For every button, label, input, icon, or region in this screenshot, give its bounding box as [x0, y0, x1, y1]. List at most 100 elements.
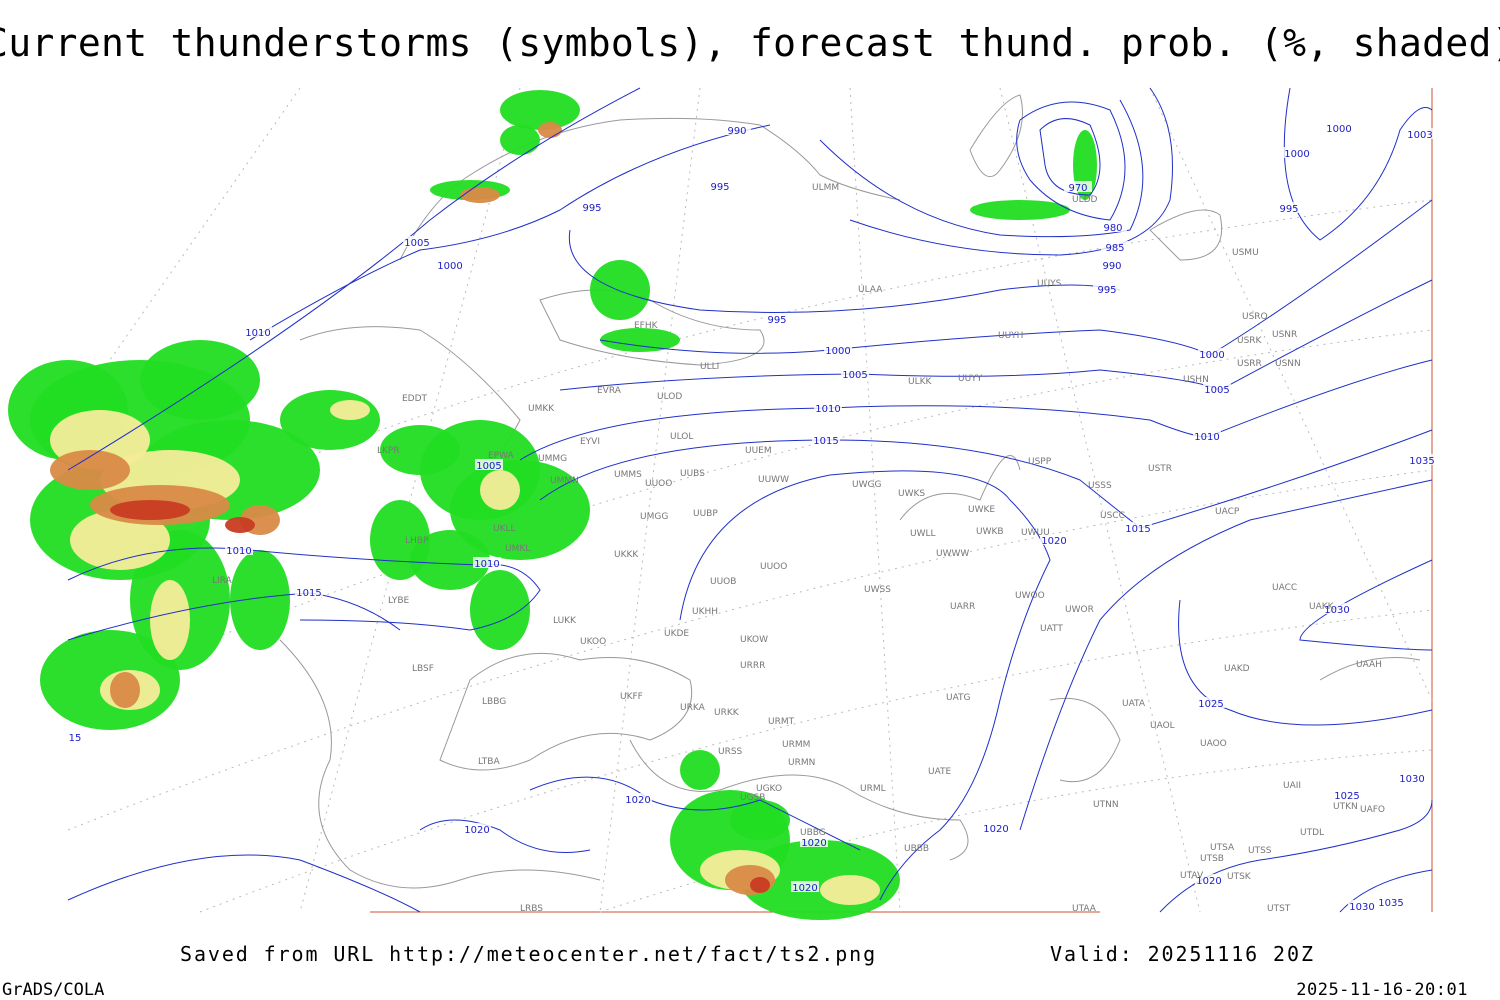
isobar-label: 1000	[1199, 350, 1224, 361]
isobar-label-bg	[1377, 896, 1405, 907]
station-label: UUWW	[758, 475, 789, 485]
station-label: LBBG	[482, 697, 506, 707]
station-label: UKLL	[493, 524, 516, 534]
station-label: UAKK	[1309, 602, 1335, 612]
station-label: UKDE	[664, 629, 689, 639]
station-label: URMM	[782, 740, 810, 750]
isobar-label-bg	[1124, 522, 1152, 533]
isobar-label: 995	[710, 182, 729, 193]
graticule-line	[849, 87, 901, 913]
station-label: LRBS	[520, 904, 543, 914]
isobar-label: 1015	[1125, 524, 1150, 535]
station-label: LHBP	[405, 536, 429, 546]
station-label: UAOL	[1150, 721, 1175, 731]
station-label: ULOL	[670, 432, 693, 442]
station-label: UWKB	[976, 527, 1004, 537]
isobar	[539, 429, 1433, 529]
isobar-label: 980	[1103, 223, 1122, 234]
title: Current thunderstorms (symbols), forecas…	[0, 21, 1500, 65]
coastline	[969, 94, 1023, 178]
station-label: USPP	[1028, 457, 1052, 467]
station-label: UATA	[1122, 699, 1146, 709]
shade-blob	[70, 510, 170, 570]
station-label: EFHK	[634, 321, 659, 331]
station-label: UTSS	[1248, 846, 1272, 856]
station-label: UWGG	[852, 480, 881, 490]
station-label: USNR	[1272, 330, 1297, 340]
isobar-label-bg	[578, 201, 606, 212]
station-label: UKHH	[692, 607, 718, 617]
station-label: EYVI	[580, 437, 600, 447]
shade-blob	[280, 390, 380, 450]
isobar-label-bg	[225, 544, 253, 555]
isobar-label-bg	[1325, 122, 1353, 133]
isobar-label: 1010	[1194, 432, 1219, 443]
isobar	[1283, 87, 1433, 241]
shade-blob	[330, 400, 370, 420]
station-label: UMKK	[528, 404, 555, 414]
isobar-label: 1030	[1324, 605, 1349, 616]
isobar-label-bg	[812, 434, 840, 445]
coastline	[439, 652, 693, 771]
isobar-label-bg	[475, 459, 503, 470]
station-label: UWWW	[936, 549, 969, 559]
isobar	[568, 229, 1121, 313]
station-label: URKK	[714, 708, 740, 718]
shade-blob	[230, 550, 290, 650]
isobar-label: 1020	[464, 825, 489, 836]
station-label: UMKL	[505, 544, 530, 554]
isobar-label: 1000	[437, 261, 462, 272]
isobar-label: 1020	[792, 883, 817, 894]
station-label: UKOO	[580, 637, 606, 647]
isobar	[1019, 479, 1433, 831]
station-label: USNN	[1275, 359, 1301, 369]
station-label: UTSB	[1200, 854, 1224, 864]
station-label: URKA	[680, 703, 706, 713]
isobar-label: 970	[1068, 183, 1087, 194]
isobar-label: 1020	[983, 824, 1008, 835]
isobar-label-bg	[763, 313, 791, 324]
isobar	[67, 87, 641, 471]
coastline	[279, 639, 601, 889]
station-label: UWKS	[898, 489, 925, 499]
isobar-label-bg	[244, 326, 272, 337]
isobar-label-bg	[1098, 259, 1126, 270]
isobar	[519, 359, 1433, 461]
isobar-label-bg	[824, 344, 852, 355]
isobar-label: 1005	[476, 461, 501, 472]
station-label: UAII	[1283, 781, 1301, 791]
station-label: UUBS	[680, 469, 705, 479]
isobar-label: 1035	[1378, 898, 1403, 909]
isobar	[1016, 101, 1126, 221]
isobar-label-bg	[1323, 603, 1351, 614]
station-label: USSS	[1088, 481, 1112, 491]
station-label: UKKK	[614, 550, 639, 560]
shade-blob	[225, 517, 255, 533]
isobar-label-bg	[295, 586, 323, 597]
shade-blob	[150, 580, 190, 660]
station-label: USRR	[1237, 359, 1262, 369]
station-label: ULMM	[812, 183, 839, 193]
isobar-label: 1020	[801, 838, 826, 849]
station-label: ULAA	[858, 285, 883, 295]
isobar	[819, 99, 1144, 238]
station-label: UWOO	[1015, 591, 1045, 601]
station-label: EPWA	[488, 451, 515, 461]
isobar-label-bg	[473, 557, 501, 568]
isobar-label-bg	[1099, 221, 1127, 232]
shade-blob	[750, 877, 770, 893]
station-label: UUYS	[1037, 279, 1062, 289]
shade-blob	[680, 750, 720, 790]
station-label: UMMN	[550, 476, 579, 486]
isobar-label-bg	[800, 836, 828, 847]
station-label: ULOD	[657, 392, 682, 402]
isobar-label: 995	[767, 315, 786, 326]
station-label: LTBA	[478, 757, 500, 767]
shade-blob	[820, 875, 880, 905]
station-label: UTNN	[1093, 800, 1119, 810]
shade-blob	[730, 800, 790, 840]
station-label: UKFF	[620, 692, 643, 702]
station-label: URSS	[718, 747, 743, 757]
station-label: UWOR	[1065, 605, 1094, 615]
shade-blob	[410, 530, 490, 590]
